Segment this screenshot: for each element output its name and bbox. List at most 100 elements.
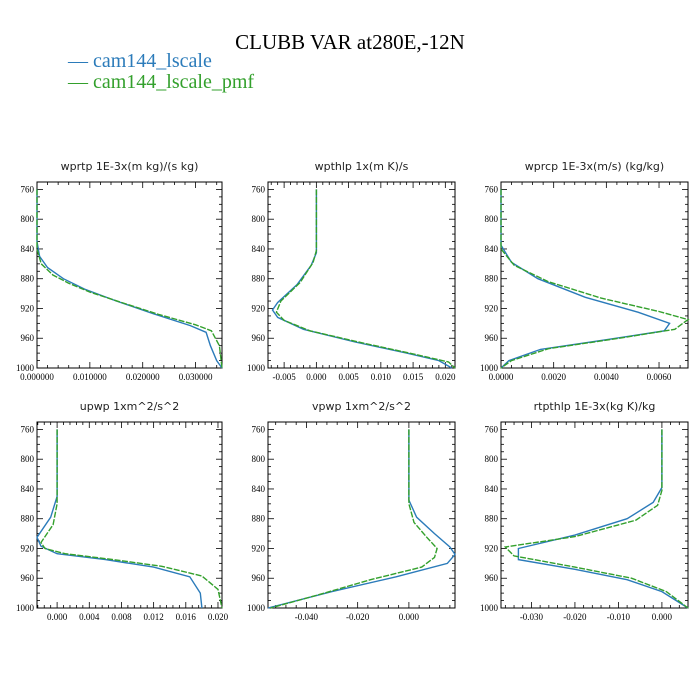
plot-frame: [500, 421, 689, 609]
panel-title: upwp 1xm^2/s^2: [80, 400, 180, 413]
legend-entry-1: — cam144_lscale: [68, 50, 212, 73]
y-tick-label: 760: [21, 424, 35, 434]
chart-title: CLUBB VAR at280E,-12N: [235, 30, 465, 54]
legend-label-1: cam144_lscale: [93, 50, 212, 72]
panel-title: wprtp 1E-3x(m kg)/(s kg): [61, 160, 199, 173]
y-tick-label: 960: [252, 573, 266, 583]
y-tick-label: 800: [21, 454, 35, 464]
panel-title: vpwp 1xm^2/s^2: [312, 400, 411, 413]
x-tick-label: 0.012: [144, 612, 164, 622]
y-tick-label: 880: [21, 274, 35, 284]
x-tick-label: 0.004: [79, 612, 100, 622]
x-tick-label: 0.000: [47, 612, 68, 622]
x-tick-label: 0.010000: [73, 372, 107, 382]
series-line-lscale: [271, 189, 453, 369]
y-tick-label: 920: [252, 543, 266, 553]
y-tick-label: 960: [21, 573, 35, 583]
x-tick-label: 0.000: [652, 612, 673, 622]
y-tick-label: 880: [252, 274, 266, 284]
x-tick-label: -0.005: [272, 372, 296, 382]
x-tick-label: 0.008: [111, 612, 132, 622]
plot-frame: [36, 181, 223, 369]
y-tick-label: 960: [485, 333, 499, 343]
y-tick-label: 840: [485, 244, 499, 254]
x-tick-label: -0.010: [607, 612, 631, 622]
plot-frame: [267, 181, 456, 369]
y-tick-label: 1000: [16, 603, 35, 613]
y-tick-label: 800: [485, 214, 499, 224]
legend-label-2: cam144_lscale_pmf: [93, 71, 255, 93]
y-tick-label: 960: [21, 333, 35, 343]
y-tick-label: 880: [485, 514, 499, 524]
x-tick-label: 0.020000: [126, 372, 160, 382]
y-tick-label: 920: [485, 543, 499, 553]
y-tick-label: 800: [252, 454, 266, 464]
legend-entry-2: — cam144_lscale_pmf: [68, 71, 254, 94]
y-tick-label: 840: [485, 484, 499, 494]
y-tick-label: 760: [252, 424, 266, 434]
x-tick-label: 0.020: [435, 372, 456, 382]
y-tick-label: 920: [21, 543, 35, 553]
y-tick-label: 960: [252, 333, 266, 343]
y-tick-label: 880: [485, 274, 499, 284]
y-tick-label: 760: [485, 184, 499, 194]
plot-frame: [36, 421, 223, 609]
x-tick-label: 0.015: [403, 372, 424, 382]
series-line-lscale: [36, 189, 223, 369]
series-line-lscale: [267, 429, 456, 609]
plot-frame: [500, 181, 689, 369]
series-line-lscale-pmf: [270, 429, 438, 609]
x-tick-label: 0.016: [176, 612, 197, 622]
y-tick-label: 760: [21, 184, 35, 194]
panel-title: wpthlp 1x(m K)/s: [315, 160, 409, 173]
series-line-lscale-pmf: [275, 189, 456, 369]
y-tick-label: 880: [21, 514, 35, 524]
panel-4: upwp 1xm^2/s^2 760 800 840 880 920 960 1000 0.00…: [16, 400, 229, 622]
x-tick-label: 0.020: [208, 612, 229, 622]
x-tick-label: 0.0040: [594, 372, 619, 382]
y-tick-label: 840: [252, 244, 266, 254]
panel-2: wpthlp 1x(m K)/s 760 800 840 880 920 960 1000 -0…: [247, 160, 456, 382]
y-tick-label: 840: [21, 484, 35, 494]
y-tick-label: 800: [252, 214, 266, 224]
y-tick-label: 840: [252, 484, 266, 494]
series-line-lscale: [517, 429, 689, 609]
x-tick-label: 0.005: [338, 372, 359, 382]
x-tick-label: 0.0020: [541, 372, 566, 382]
series-line-lscale-pmf: [503, 429, 689, 609]
x-tick-label: 0.000: [399, 612, 420, 622]
x-tick-label: -0.020: [563, 612, 587, 622]
panel-title: rtpthlp 1E-3x(kg K)/kg: [534, 400, 656, 413]
y-tick-label: 760: [485, 424, 499, 434]
y-tick-label: 760: [252, 184, 266, 194]
y-tick-label: 920: [485, 303, 499, 313]
panel-3: wprcp 1E-3x(m/s) (kg/kg) 760 800 840 880 920 9…: [480, 160, 690, 382]
x-tick-label: 0.0000: [489, 372, 514, 382]
series-line-lscale-pmf: [40, 429, 223, 609]
plot-frame: [267, 421, 456, 609]
series-line-lscale: [500, 189, 671, 369]
y-tick-label: 1000: [16, 363, 35, 373]
series-line-lscale-pmf: [36, 189, 223, 369]
y-tick-label: 840: [21, 244, 35, 254]
y-tick-label: 880: [252, 514, 266, 524]
panel-5: vpwp 1xm^2/s^2 760 800 840 880 920 960 1000 -0.0…: [247, 400, 456, 622]
legend-swatch-1: —: [68, 50, 93, 72]
x-tick-label: 0.000000: [20, 372, 54, 382]
x-tick-label: 0.030000: [179, 372, 213, 382]
x-tick-label: 0.0060: [647, 372, 672, 382]
panel-title: wprcp 1E-3x(m/s) (kg/kg): [525, 160, 664, 173]
series-line-lscale-pmf: [500, 189, 690, 369]
y-tick-label: 800: [485, 454, 499, 464]
x-tick-label: -0.030: [520, 612, 544, 622]
y-tick-label: 1000: [247, 363, 266, 373]
legend-swatch-2: —: [68, 71, 93, 93]
y-tick-label: 1000: [480, 363, 499, 373]
series-line-lscale: [36, 429, 203, 609]
x-tick-label: -0.040: [295, 612, 319, 622]
x-tick-label: 0.010: [371, 372, 392, 382]
y-tick-label: 1000: [247, 603, 266, 613]
panel-1: wprtp 1E-3x(m kg)/(s kg) 760 800 840 880 920 9…: [16, 160, 223, 382]
y-tick-label: 920: [21, 303, 35, 313]
